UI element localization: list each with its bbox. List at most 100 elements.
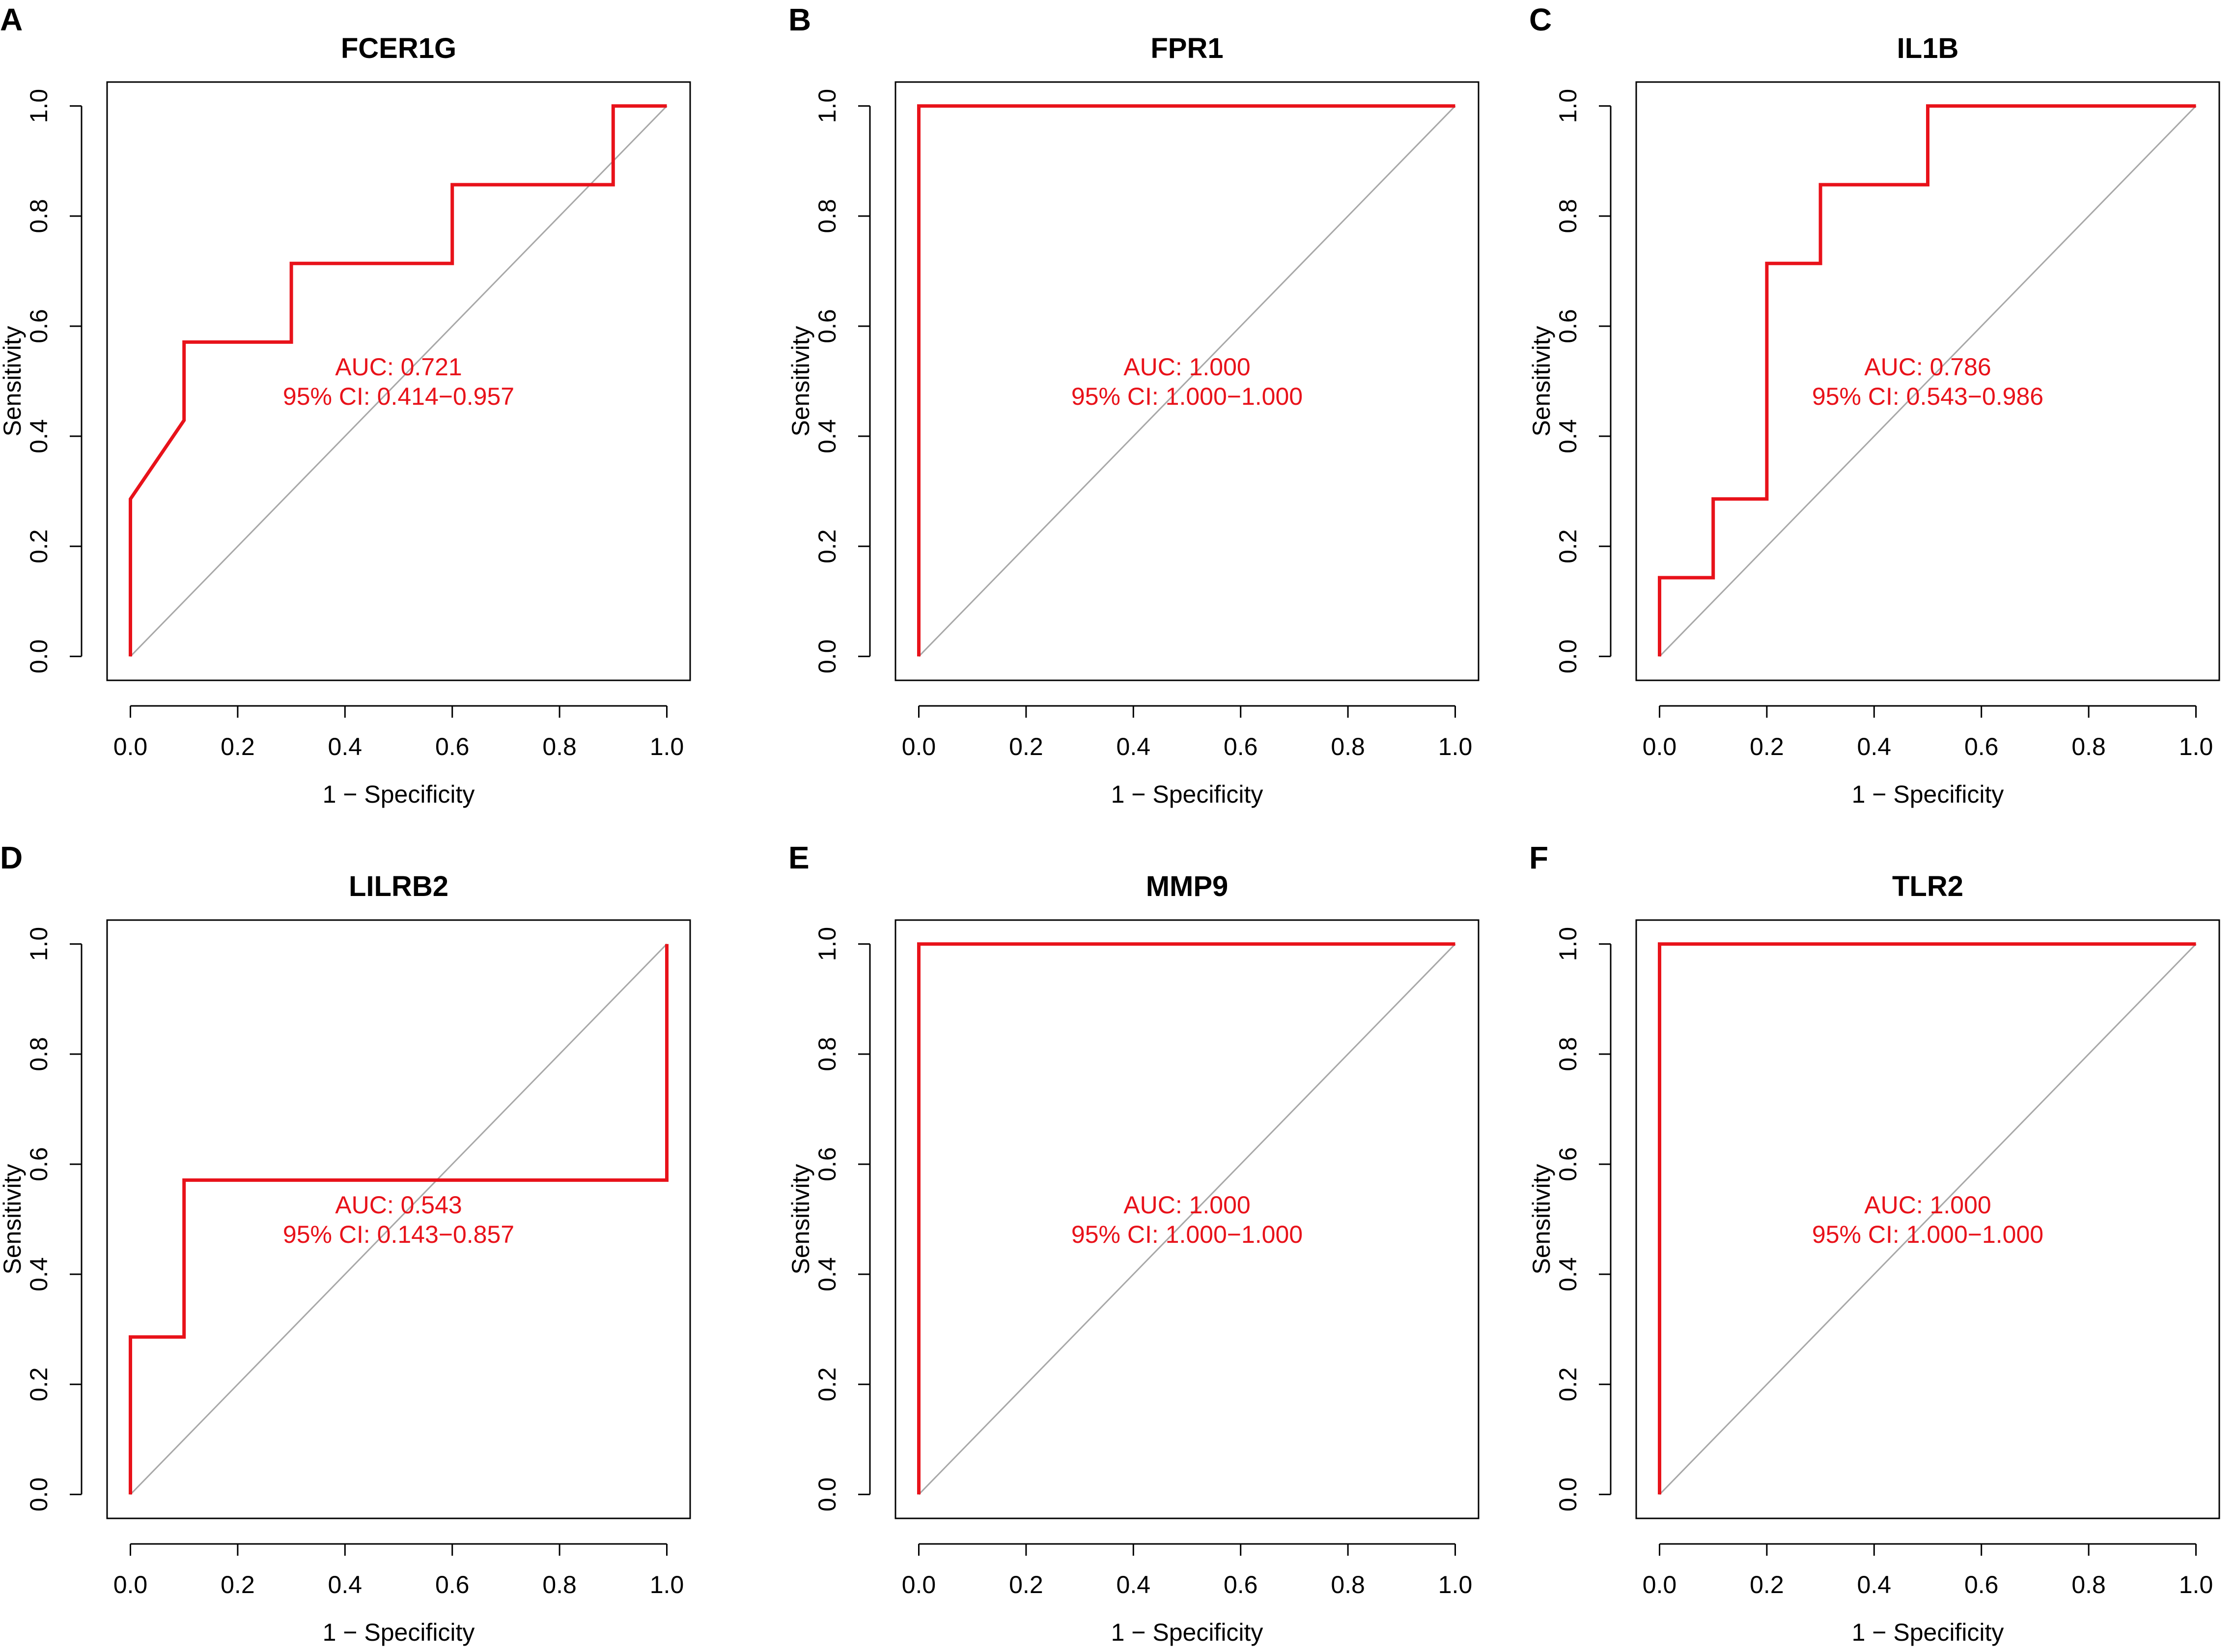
roc-panel-b: B FPR1 0.0 0.2 0.4 0.6 0.8 1.0 1 − Specificity 0.… xyxy=(788,0,1534,814)
panel-label: D xyxy=(0,840,23,875)
auc-annotation: AUC: 0.786 xyxy=(1864,353,1991,381)
roc-curve xyxy=(129,104,667,657)
x-tick-label: 0.6 xyxy=(1964,1571,1999,1598)
x-tick-label: 0.2 xyxy=(1750,1571,1784,1598)
y-tick-label: 0.6 xyxy=(25,309,53,343)
x-tick-label: 0.4 xyxy=(1857,733,1892,760)
y-tick-label: 0.8 xyxy=(25,199,53,233)
y-tick-label: 0.2 xyxy=(813,529,841,563)
ci-annotation: 95% CI: 1.000−1.000 xyxy=(1812,1221,2043,1248)
y-tick-label: 0.4 xyxy=(1554,419,1582,453)
y-tick-label: 0.8 xyxy=(813,1037,841,1071)
roc-curve xyxy=(917,942,1455,1495)
x-axis-label: 1 − Specificity xyxy=(1111,1619,1263,1646)
x-tick-label: 0.4 xyxy=(1117,733,1151,760)
panel-label: C xyxy=(1529,2,1552,37)
y-tick-label: 0.0 xyxy=(1554,640,1582,674)
x-tick-label: 0.8 xyxy=(542,733,577,760)
reference-diagonal xyxy=(130,105,668,657)
y-axis-label: Sensitivity xyxy=(1529,326,1555,436)
x-tick-label: 0.6 xyxy=(1224,1571,1258,1598)
roc-curve xyxy=(1658,942,2196,1495)
reference-diagonal xyxy=(1659,943,2197,1495)
y-axis-label: Sensitivity xyxy=(0,326,26,436)
x-tick-label: 1.0 xyxy=(1438,733,1473,760)
x-axis-label: 1 − Specificity xyxy=(323,781,475,808)
y-tick-label: 0.6 xyxy=(1554,309,1582,343)
y-tick-label: 0.4 xyxy=(25,1257,53,1291)
x-tick-label: 0.0 xyxy=(1643,1571,1677,1598)
ci-annotation: 95% CI: 0.543−0.986 xyxy=(1812,383,2043,410)
y-tick-label: 0.6 xyxy=(1554,1147,1582,1181)
panel-label: B xyxy=(788,2,811,37)
x-tick-label: 0.8 xyxy=(2071,1571,2106,1598)
y-tick-label: 0.4 xyxy=(813,1257,841,1291)
y-tick-label: 1.0 xyxy=(1554,89,1582,123)
x-tick-label: 1.0 xyxy=(2179,733,2213,760)
chart-title: LILRB2 xyxy=(349,870,448,902)
x-tick-label: 0.4 xyxy=(328,733,363,760)
x-tick-label: 0.6 xyxy=(1224,733,1258,760)
y-tick-label: 0.0 xyxy=(813,1478,841,1512)
reference-diagonal xyxy=(918,943,1456,1495)
plot-frame xyxy=(106,81,691,681)
chart-title: IL1B xyxy=(1897,32,1959,64)
y-tick-label: 0.0 xyxy=(1554,1478,1582,1512)
x-tick-label: 0.6 xyxy=(1964,733,1999,760)
auc-annotation: AUC: 1.000 xyxy=(1123,353,1250,381)
y-tick-label: 0.2 xyxy=(25,1367,53,1401)
x-tick-label: 0.8 xyxy=(1331,733,1365,760)
roc-panel-c: C IL1B 0.0 0.2 0.4 0.6 0.8 1.0 1 − Specificity 0.… xyxy=(1529,0,2235,814)
auc-annotation: AUC: 0.721 xyxy=(335,353,462,381)
y-tick-label: 0.0 xyxy=(813,640,841,674)
chart-title: MMP9 xyxy=(1146,870,1229,902)
ci-annotation: 95% CI: 0.414−0.957 xyxy=(283,383,514,410)
x-tick-label: 0.0 xyxy=(113,733,148,760)
roc-curve xyxy=(917,104,1455,657)
y-axis-label: Sensitivity xyxy=(1529,1164,1555,1274)
ci-annotation: 95% CI: 1.000−1.000 xyxy=(1071,383,1303,410)
roc-panel-f: F TLR2 0.0 0.2 0.4 0.6 0.8 1.0 1 − Specificity 0.… xyxy=(1529,838,2235,1652)
y-tick-label: 1.0 xyxy=(1554,927,1582,961)
x-tick-label: 0.8 xyxy=(542,1571,577,1598)
y-tick-label: 0.6 xyxy=(813,309,841,343)
x-tick-label: 0.4 xyxy=(328,1571,363,1598)
plot-frame xyxy=(1635,919,2220,1519)
reference-diagonal xyxy=(1659,105,2197,657)
x-axis-label: 1 − Specificity xyxy=(1852,781,2004,808)
x-tick-label: 0.6 xyxy=(435,1571,470,1598)
plot-frame xyxy=(106,919,691,1519)
x-tick-label: 0.2 xyxy=(1009,1571,1043,1598)
y-axis-label: Sensitivity xyxy=(788,326,814,436)
ci-annotation: 95% CI: 0.143−0.857 xyxy=(283,1221,514,1248)
y-tick-label: 0.8 xyxy=(1554,1037,1582,1071)
y-tick-label: 0.2 xyxy=(1554,529,1582,563)
reference-diagonal xyxy=(130,943,668,1495)
roc-chart-svg: B FPR1 0.0 0.2 0.4 0.6 0.8 1.0 1 − Specificity 0.… xyxy=(788,2,1480,808)
plot-frame xyxy=(1635,81,2220,681)
y-axis-label: Sensitivity xyxy=(0,1164,26,1274)
ci-annotation: 95% CI: 1.000−1.000 xyxy=(1071,1221,1303,1248)
x-tick-label: 0.6 xyxy=(435,733,470,760)
x-tick-label: 0.2 xyxy=(221,733,255,760)
x-tick-label: 1.0 xyxy=(650,733,684,760)
x-axis-label: 1 − Specificity xyxy=(323,1619,475,1646)
plot-frame xyxy=(894,919,1480,1519)
x-tick-label: 0.2 xyxy=(1009,733,1043,760)
plot-frame xyxy=(894,81,1480,681)
y-tick-label: 0.4 xyxy=(1554,1257,1582,1291)
x-tick-label: 0.0 xyxy=(902,733,936,760)
y-tick-label: 0.8 xyxy=(25,1037,53,1071)
x-tick-label: 0.2 xyxy=(221,1571,255,1598)
roc-chart-svg: D LILRB2 0.0 0.2 0.4 0.6 0.8 1.0 1 − Specificity… xyxy=(0,840,691,1646)
roc-chart-svg: A FCER1G 0.0 0.2 0.4 0.6 0.8 1.0 1 − Specificity… xyxy=(0,2,691,808)
y-tick-label: 0.2 xyxy=(1554,1367,1582,1401)
y-tick-label: 0.0 xyxy=(25,1478,53,1512)
y-tick-label: 0.2 xyxy=(813,1367,841,1401)
x-tick-label: 0.4 xyxy=(1117,1571,1151,1598)
roc-panel-a: A FCER1G 0.0 0.2 0.4 0.6 0.8 1.0 1 − Specificity… xyxy=(0,0,745,814)
x-tick-label: 0.0 xyxy=(113,1571,148,1598)
y-tick-label: 0.2 xyxy=(25,529,53,563)
roc-curve xyxy=(129,944,669,1495)
